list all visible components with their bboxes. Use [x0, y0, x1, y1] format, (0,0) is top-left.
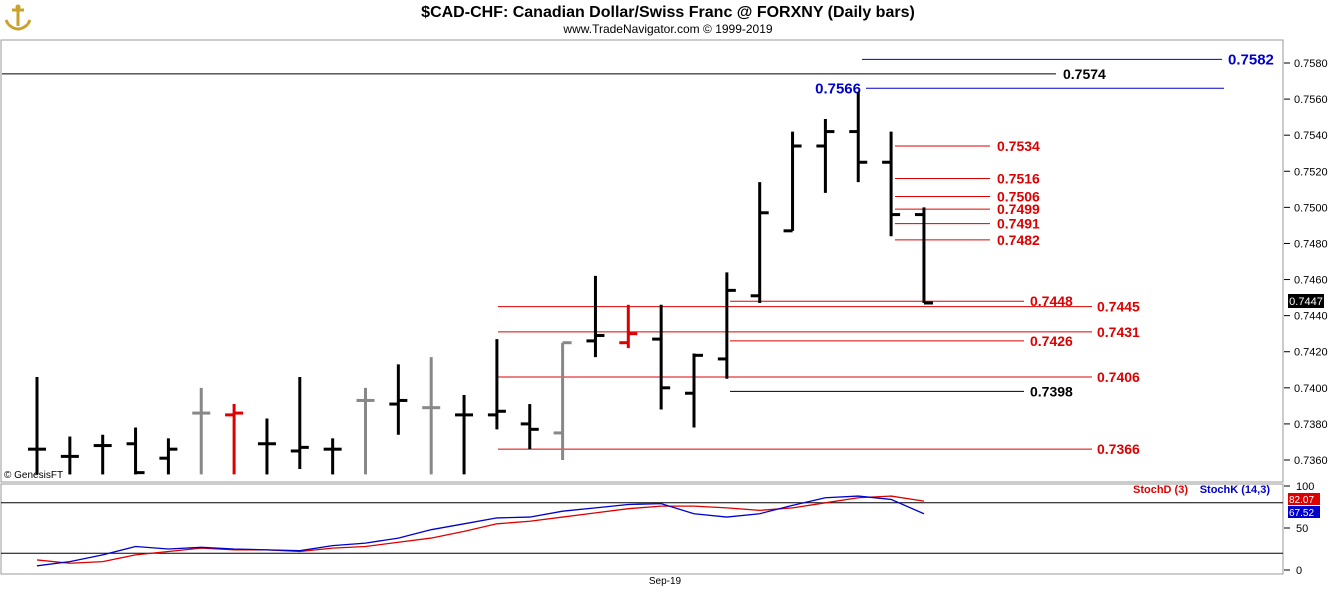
- price-bar: [487, 339, 506, 430]
- stochastic-panel: 100 50 0: [1, 481, 1314, 577]
- level-label: 0.7491: [997, 216, 1040, 232]
- price-bar: [652, 304, 671, 410]
- level-label: 0.7426: [1030, 333, 1073, 349]
- stoch-tick-label: 0: [1296, 565, 1302, 577]
- price-levels: 0.75820.75740.75660.75340.75160.75060.74…: [2, 51, 1274, 457]
- price-bar: [455, 395, 474, 475]
- stoch-tick-label: 100: [1296, 481, 1314, 493]
- y-tick-label: 0.7380: [1294, 419, 1328, 431]
- level-label: 0.7398: [1030, 383, 1073, 399]
- price-bar: [816, 118, 835, 193]
- y-tick-label: 0.7500: [1294, 202, 1328, 214]
- price-bar: [192, 387, 211, 475]
- x-axis-label: Sep-19: [649, 576, 682, 587]
- y-tick-label: 0.7440: [1294, 311, 1328, 323]
- y-tick-label: 0.7520: [1294, 166, 1328, 178]
- price-bar: [783, 131, 802, 233]
- level-label: 0.7366: [1097, 441, 1140, 457]
- price-bar: [257, 418, 276, 475]
- header-logo: [4, 4, 32, 32]
- y-tick-label: 0.7460: [1294, 275, 1328, 287]
- price-bar: [619, 304, 638, 349]
- price-bar: [323, 438, 342, 475]
- level-label: 0.7566: [815, 80, 861, 97]
- y-tick-label: 0.7580: [1294, 58, 1328, 70]
- stochk-line: [36, 495, 925, 567]
- y-tick-label: 0.7540: [1294, 130, 1328, 142]
- price-bars: [28, 91, 933, 475]
- price-axis: 0.7580 0.7560 0.7540 0.7520 0.7500 0.7480 0.74…: [1284, 58, 1328, 467]
- price-bar: [28, 376, 46, 475]
- level-label: 0.7499: [997, 201, 1040, 217]
- price-panel-frame: [0, 39, 1284, 483]
- price-bar: [750, 182, 769, 304]
- chart-subtitle: www.TradeNavigator.com © 1999-2019: [562, 22, 772, 36]
- last-price-label: 0.7447: [1289, 296, 1323, 308]
- stoch-panel-frame: [0, 483, 1284, 575]
- y-tick-label: 0.7360: [1294, 455, 1328, 467]
- level-label: 0.7482: [997, 232, 1040, 248]
- price-bar: [225, 404, 244, 475]
- price-bar: [849, 91, 868, 183]
- price-bar: [586, 275, 605, 358]
- stochd-legend: StochD (3): [1133, 484, 1188, 496]
- stochk-legend: StochK (14,3): [1200, 484, 1271, 496]
- level-label: 0.7506: [997, 189, 1040, 205]
- price-bar: [159, 438, 178, 475]
- price-bar: [882, 131, 901, 237]
- stochd-value-marker: 82.07: [1288, 493, 1320, 506]
- watermark: © GenesisFT: [4, 470, 63, 481]
- price-bar: [93, 434, 112, 475]
- price-bar: [126, 427, 145, 475]
- price-bar: [290, 376, 309, 470]
- stochk-value-marker: 67.52: [1288, 506, 1320, 519]
- y-tick-label: 0.7480: [1294, 238, 1328, 250]
- price-bar: [520, 404, 539, 450]
- price-bar: [685, 353, 703, 428]
- level-label: 0.7582: [1228, 51, 1274, 68]
- stoch-tick-label: 50: [1296, 523, 1308, 535]
- level-label: 0.7406: [1097, 369, 1140, 385]
- y-tick-label: 0.7420: [1294, 347, 1328, 359]
- price-bar: [422, 357, 441, 475]
- price-bar: [717, 272, 736, 379]
- price-bar: [60, 436, 79, 475]
- y-tick-label: 0.7400: [1294, 383, 1328, 395]
- level-label: 0.7516: [997, 170, 1040, 186]
- stochd-value: 82.07: [1289, 495, 1314, 506]
- level-label: 0.7534: [997, 138, 1040, 154]
- price-bar: [389, 364, 408, 435]
- y-tick-label: 0.7560: [1294, 94, 1328, 106]
- level-label: 0.7574: [1063, 66, 1106, 82]
- level-label: 0.7431: [1097, 324, 1140, 340]
- level-label: 0.7448: [1030, 293, 1073, 309]
- price-bar: [914, 207, 933, 305]
- last-price-marker: 0.7447: [1288, 294, 1324, 308]
- chart-title: $CAD-CHF: Canadian Dollar/Swiss Franc @ …: [421, 4, 915, 21]
- stochk-value: 67.52: [1289, 508, 1314, 519]
- price-bar: [553, 341, 572, 460]
- level-label: 0.7445: [1097, 299, 1140, 315]
- price-bar: [356, 387, 375, 475]
